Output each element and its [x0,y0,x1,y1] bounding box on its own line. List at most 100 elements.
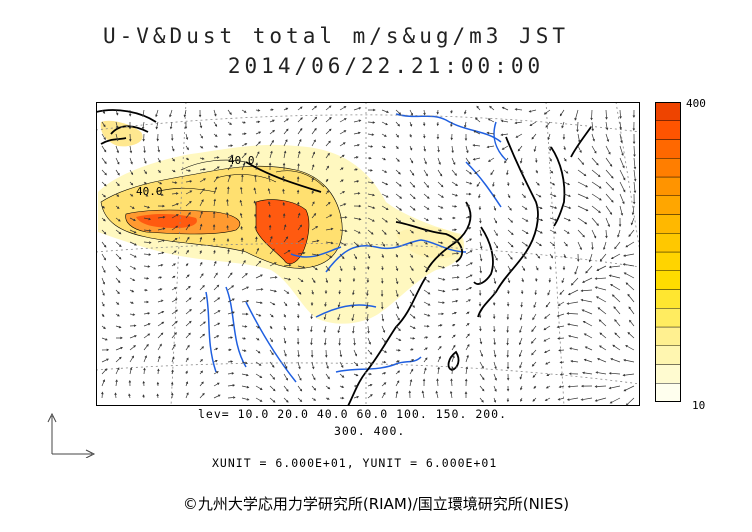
wind-vector [479,361,484,369]
wind-vector [367,229,374,235]
wind-vector [227,298,235,303]
wind-vector [185,263,189,267]
wind-vector [506,385,510,392]
wind-vector [185,200,192,207]
wind-vector [609,397,621,404]
wind-vector [421,390,425,399]
wind-vector [198,109,202,118]
wind-vector [519,373,523,380]
wind-vector [591,229,597,239]
wind-vector [227,144,234,147]
wind-vector [297,201,300,207]
wind-vector [464,109,467,115]
graticule [96,102,640,406]
wind-vector [129,133,132,142]
wind-vector [594,385,607,388]
wind-vector [267,188,271,195]
wind-vector [506,301,510,307]
wind-vector [611,294,621,303]
wind-vector [227,154,234,159]
wind-vector [241,312,249,316]
wind-vector [493,217,498,224]
wind-vector [283,385,289,392]
wind-vector [129,193,134,197]
wind-vector [213,382,220,387]
wind-vector [240,225,243,231]
wind-vector [323,325,327,333]
wind-vector [605,229,608,239]
wind-vector [567,385,579,388]
wind-vector [514,108,523,111]
wind-vector [115,145,119,154]
wind-vector [598,319,607,327]
wind-vector [544,349,551,354]
wind-vector [493,397,497,403]
wind-vector [325,397,330,400]
wind-vector [437,169,443,177]
wind-vector [409,121,413,127]
wind-vector [591,181,602,189]
wind-vector [199,392,205,399]
wind-vector [558,385,565,389]
wind-vector [632,193,636,205]
wind-vector [619,193,625,205]
wind-vector [395,241,399,246]
wind-vector [395,370,401,375]
wind-vector [339,203,347,207]
wind-vector [199,273,204,279]
wind-vector [157,310,165,315]
wind-vector [576,253,580,262]
wind-vector [409,313,416,319]
wind-vector [269,119,275,123]
wind-vector [521,169,524,175]
wind-vector [436,121,440,127]
wind-vector [561,121,565,129]
wind-vector [521,277,524,283]
wind-vector [269,397,276,403]
wind-vector [558,349,565,352]
wind-vector [409,181,416,188]
wind-vector [283,150,287,159]
wind-vector [283,349,287,357]
wind-vector [451,169,457,176]
wind-vector [451,334,456,339]
wind-vector [325,241,334,245]
wind-vector [521,241,529,247]
wind-vector [577,181,589,188]
wind-vector [213,198,217,207]
wind-vector [129,157,133,165]
wind-vector [171,287,177,291]
wind-vector [506,349,510,358]
wind-vector [101,265,106,273]
wind-vector [465,204,471,207]
wind-vector [474,169,481,175]
wind-vector [101,229,107,235]
wind-vector [532,397,537,402]
wind-vector [325,178,329,183]
wind-vector [143,169,147,175]
wind-vector [549,241,556,247]
wind-vector [486,131,495,135]
wind-vector [199,210,203,219]
wind-vector [395,265,399,272]
wind-vector [283,313,286,318]
wind-vector [171,181,178,184]
wind-vector [608,274,621,279]
wind-vector [594,397,607,402]
wind-vector [437,289,446,293]
wind-vector [325,253,333,258]
colorbar-box [655,308,681,328]
wind-vector [583,333,593,339]
colorbar-box [655,195,681,215]
wind-vector [476,105,481,111]
wind-vector [577,193,589,199]
wind-vector [627,293,635,303]
colorbar-box [655,345,681,365]
wind-vector [521,205,528,210]
wind-vector [297,212,301,219]
wind-vector [465,227,472,231]
wind-vector [239,186,243,195]
wind-vector [451,276,460,279]
wind-vector [115,336,123,340]
wind-vector [311,127,317,135]
